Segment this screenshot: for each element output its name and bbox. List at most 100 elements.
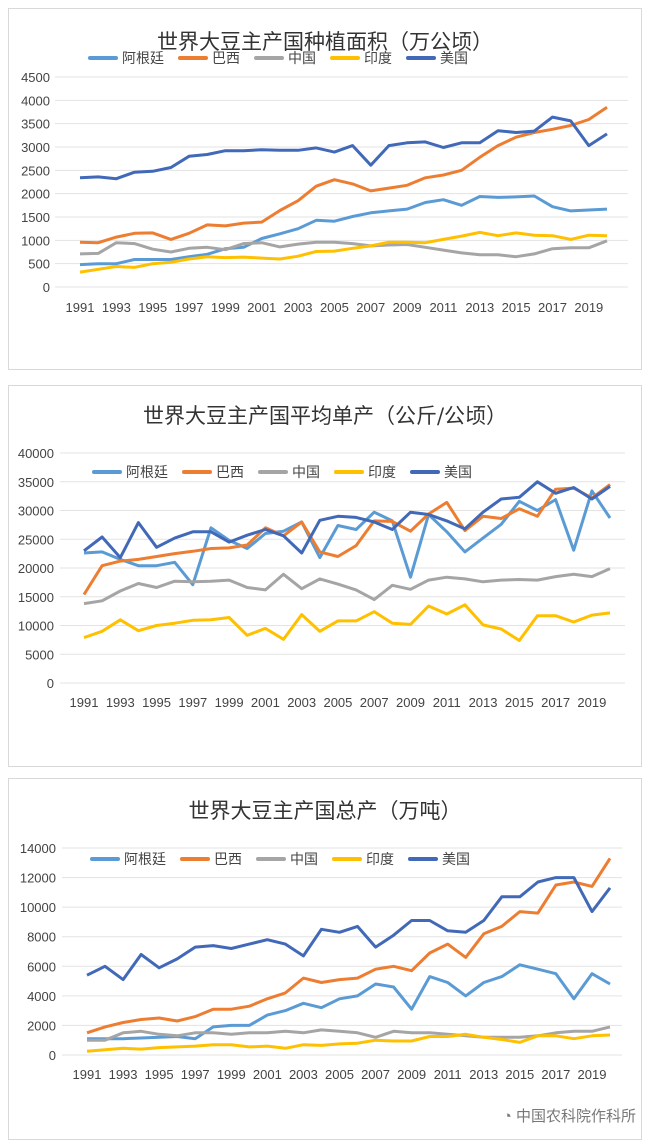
x-tick-label: 1993	[106, 695, 135, 710]
legend-item-argentina: 阿根廷	[92, 462, 168, 482]
x-tick-label: 2003	[287, 695, 316, 710]
y-tick-label: 20000	[18, 561, 54, 576]
legend-swatch	[410, 470, 440, 474]
legend-item-usa: 美国	[406, 48, 468, 68]
x-tick-label: 2017	[538, 300, 567, 315]
series-line-argentina	[87, 963, 611, 1041]
y-tick-label: 14000	[20, 841, 56, 856]
x-tick-label: 1995	[138, 300, 167, 315]
y-tick-label: 35000	[18, 475, 54, 490]
legend-label: 中国	[290, 851, 318, 867]
x-tick-label: 1999	[217, 1067, 246, 1082]
legend-swatch	[92, 470, 122, 474]
legend-swatch	[256, 857, 286, 861]
x-tick-label: 2019	[578, 1067, 607, 1082]
legend-item-argentina: 阿根廷	[88, 48, 164, 68]
x-tick-label: 1995	[142, 695, 171, 710]
x-tick-label: 2009	[393, 300, 422, 315]
x-tick-label: 2013	[465, 300, 494, 315]
y-tick-label: 2000	[21, 187, 50, 202]
legend-label: 美国	[444, 464, 472, 480]
legend-item-china: 中国	[256, 849, 318, 869]
x-tick-label: 2007	[360, 695, 389, 710]
legend-label: 中国	[288, 50, 316, 66]
y-tick-label: 4500	[21, 70, 50, 85]
x-tick-label: 1991	[70, 695, 99, 710]
series-line-china	[87, 1025, 611, 1042]
x-tick-label: 1997	[178, 695, 207, 710]
y-tick-label: 3000	[21, 140, 50, 155]
legend-item-brazil: 巴西	[182, 462, 244, 482]
series-line-brazil	[82, 483, 611, 596]
x-tick-label: 2015	[502, 300, 531, 315]
y-tick-label: 500	[28, 257, 50, 272]
y-tick-label: 0	[47, 676, 54, 691]
legend-label: 印度	[364, 50, 392, 66]
y-tick-label: 25000	[18, 532, 54, 547]
series-line-brazil	[86, 857, 612, 1035]
y-tick-label: 2000	[27, 1018, 56, 1033]
x-tick-label: 2019	[577, 695, 606, 710]
series-line-usa	[83, 480, 611, 560]
legend-swatch	[332, 857, 362, 861]
legend-swatch	[334, 470, 364, 474]
series-line-india	[86, 1032, 611, 1053]
x-tick-label: 2003	[284, 300, 313, 315]
y-tick-label: 30000	[18, 504, 54, 519]
x-tick-label: 1991	[73, 1067, 102, 1082]
x-tick-label: 1999	[215, 695, 244, 710]
y-tick-label: 12000	[20, 871, 56, 886]
legend-swatch	[258, 470, 288, 474]
legend-swatch	[178, 56, 208, 60]
y-tick-label: 1000	[21, 233, 50, 248]
x-tick-label: 2019	[574, 300, 603, 315]
x-tick-label: 2005	[320, 300, 349, 315]
legend-swatch	[180, 857, 210, 861]
y-tick-label: 4000	[27, 989, 56, 1004]
x-tick-label: 2007	[356, 300, 385, 315]
chart-title-yield: 世界大豆主产国平均单产（公斤/公顷）	[142, 404, 508, 428]
legend-label: 巴西	[216, 464, 244, 480]
x-tick-label: 2011	[434, 1067, 462, 1082]
legend-item-india: 印度	[330, 48, 392, 68]
y-tick-label: 10000	[18, 619, 54, 634]
panel-area	[8, 8, 642, 370]
series-line-china	[79, 239, 608, 259]
x-tick-label: 2017	[541, 1067, 570, 1082]
y-tick-label: 2500	[21, 163, 50, 178]
watermark: ◔ 中国农科院作科所	[503, 1105, 636, 1126]
legend-item-china: 中国	[258, 462, 320, 482]
x-tick-label: 2001	[253, 1067, 282, 1082]
x-tick-label: 1991	[66, 300, 95, 315]
x-tick-label: 2009	[396, 695, 425, 710]
x-tick-label: 1995	[145, 1067, 174, 1082]
legend-swatch	[88, 56, 118, 60]
y-tick-label: 0	[43, 280, 50, 295]
x-tick-label: 1997	[181, 1067, 210, 1082]
x-tick-label: 1997	[175, 300, 204, 315]
legend-label: 中国	[292, 464, 320, 480]
x-tick-label: 1993	[102, 300, 131, 315]
y-tick-label: 0	[49, 1048, 56, 1063]
legend-item-usa: 美国	[408, 849, 470, 869]
legend-label: 阿根廷	[124, 851, 166, 867]
panel-yield	[8, 385, 642, 767]
y-tick-label: 6000	[27, 959, 56, 974]
legend-item-brazil: 巴西	[178, 48, 240, 68]
legend-swatch	[254, 56, 284, 60]
legend-label: 印度	[368, 464, 396, 480]
x-tick-label: 2009	[397, 1067, 426, 1082]
watermark-text: 中国农科院作科所	[515, 1108, 636, 1125]
legend-swatch	[406, 56, 436, 60]
y-tick-label: 3500	[21, 117, 50, 132]
x-tick-label: 2015	[505, 695, 534, 710]
series-line-brazil	[79, 106, 608, 245]
x-tick-label: 2015	[505, 1067, 534, 1082]
y-tick-label: 1500	[21, 210, 50, 225]
legend-item-india: 印度	[334, 462, 396, 482]
y-tick-label: 40000	[18, 446, 54, 461]
y-tick-label: 10000	[20, 900, 56, 915]
legend-label: 美国	[440, 50, 468, 66]
legend-swatch	[330, 56, 360, 60]
